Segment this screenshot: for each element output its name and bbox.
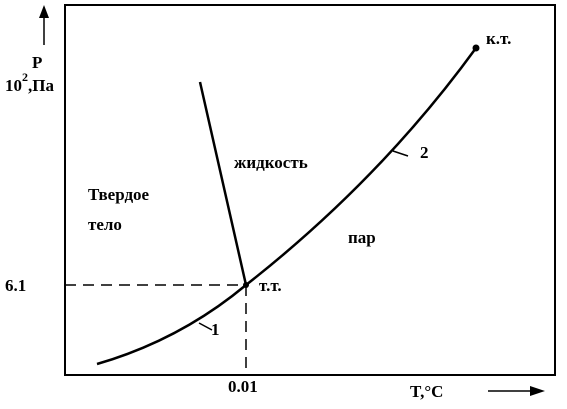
- frame: [64, 4, 556, 376]
- curve-label: 2: [420, 143, 429, 162]
- melting-curve: [198, 81, 248, 286]
- critical-point: [472, 44, 480, 52]
- triple-label: т.т.: [259, 276, 282, 295]
- vaporization-curve: [245, 47, 478, 286]
- y-unit-base: 10: [5, 76, 22, 95]
- curve-tick: [392, 150, 409, 157]
- critical-label: к.т.: [486, 29, 511, 48]
- region-label: жидкость: [234, 153, 308, 172]
- y-unit-rest: ,Па: [28, 76, 54, 95]
- x-arrow-head: [530, 386, 545, 396]
- curve-tick: [198, 322, 213, 331]
- y-mark: 6.1: [5, 276, 26, 295]
- y-label: P: [32, 53, 42, 72]
- x-mark: 0.01: [228, 377, 258, 396]
- triple-point: [243, 282, 249, 288]
- region-label: пар: [348, 228, 376, 247]
- y-arrow-head: [39, 5, 49, 18]
- curve-label: 1: [211, 320, 220, 339]
- x-label: T,°C: [410, 382, 443, 401]
- region-label: тело: [88, 215, 122, 234]
- sublimation-curve: [96, 284, 247, 366]
- y-unit-exp: 2: [22, 70, 28, 84]
- region-label: Твердое: [88, 185, 150, 204]
- y-unit: 102,Па: [5, 70, 54, 95]
